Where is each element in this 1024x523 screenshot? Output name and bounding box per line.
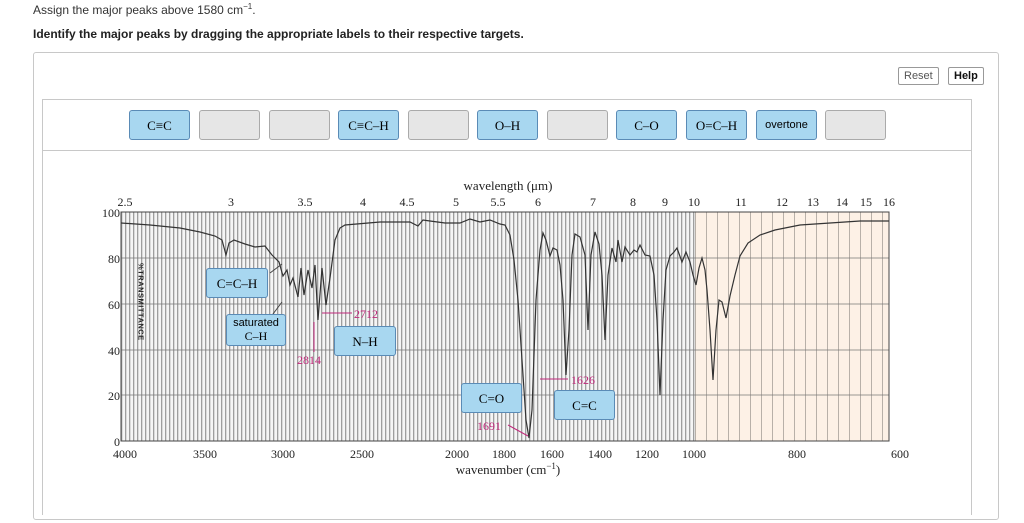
wavelength-tick: 3.5 xyxy=(298,195,313,209)
placed-label-saturated-ch[interactable]: saturated C–H xyxy=(226,314,286,346)
annotation-leaders xyxy=(313,312,568,437)
annotations: 2712 2814 1626 1691 xyxy=(297,307,595,433)
wavenumber-tick: 800 xyxy=(788,447,806,461)
wavelength-tick: 16 xyxy=(883,195,895,209)
label-co[interactable]: C–O xyxy=(616,110,677,140)
chart-area xyxy=(42,151,972,515)
wavelength-tick: 5 xyxy=(453,195,459,209)
wavenumber-tick: 1800 xyxy=(492,447,516,461)
empty-slot[interactable] xyxy=(408,110,469,140)
wavelength-ticks: 2.5 3 3.5 4 4.5 5 5.5 6 7 8 9 10 11 12 1… xyxy=(118,195,896,209)
wavenumber-axis-label: wavenumber (cm−1) xyxy=(456,461,561,477)
reset-button[interactable]: Reset xyxy=(898,67,939,85)
label-aldehyde[interactable]: O=C–H xyxy=(686,110,747,140)
wavenumber-ticks: 4000 3500 3000 2500 2000 1800 1600 1400 … xyxy=(113,447,909,461)
y-tick: 60 xyxy=(108,298,120,312)
empty-slot[interactable] xyxy=(199,110,260,140)
help-button[interactable]: Help xyxy=(948,67,984,85)
wavenumber-tick: 1600 xyxy=(540,447,564,461)
spectrum-line xyxy=(120,218,889,439)
annotation-2814: 2814 xyxy=(297,353,321,367)
question-line1: Assign the major peaks above 1580 cm−1. xyxy=(33,2,256,17)
annotation-1691: 1691 xyxy=(477,419,501,433)
label-triple-bond[interactable]: C≡C xyxy=(129,110,190,140)
wavelength-tick: 11 xyxy=(735,195,747,209)
y-tick: 80 xyxy=(108,252,120,266)
question-instructions: Identify the major peaks by dragging the… xyxy=(33,27,524,41)
label-text: saturated xyxy=(233,317,279,329)
label-overtone[interactable]: overtone xyxy=(756,110,817,140)
wavenumber-tick: 1200 xyxy=(635,447,659,461)
y-tick: 0 xyxy=(114,435,120,449)
y-axis-ticks: 100 80 60 40 20 0 xyxy=(102,206,120,449)
wavenumber-tick: 2000 xyxy=(445,447,469,461)
wavenumber-tick: 600 xyxy=(891,447,909,461)
wavelength-tick: 6 xyxy=(535,195,541,209)
wavelength-axis-label: wavelength (μm) xyxy=(464,178,553,193)
wavelength-tick: 3 xyxy=(228,195,234,209)
wavenumber-tick: 2500 xyxy=(350,447,374,461)
wavenumber-tick: 3000 xyxy=(271,447,295,461)
annotation-1626: 1626 xyxy=(571,373,595,387)
y-tick: 20 xyxy=(108,389,120,403)
wavenumber-tick: 3500 xyxy=(193,447,217,461)
wavenumber-tick: 1400 xyxy=(588,447,612,461)
placed-label-nh[interactable]: N–H xyxy=(334,326,396,356)
wavelength-tick: 9 xyxy=(662,195,668,209)
wavelength-tick: 10 xyxy=(688,195,700,209)
wavelength-tick: 14 xyxy=(836,195,848,209)
question-panel xyxy=(33,52,999,520)
placed-label-alkene[interactable]: C=C xyxy=(554,390,615,420)
label-oh[interactable]: O–H xyxy=(477,110,538,140)
wavelength-tick: 4.5 xyxy=(400,195,415,209)
annotation-2712: 2712 xyxy=(354,307,378,321)
wavelength-tick: 4 xyxy=(360,195,366,209)
wavelength-tick: 12 xyxy=(776,195,788,209)
wavelength-tick: 15 xyxy=(860,195,872,209)
wavelength-tick: 13 xyxy=(807,195,819,209)
y-axis-label: %TRANSMITTANCE xyxy=(137,263,146,341)
wavelength-tick: 8 xyxy=(630,195,636,209)
empty-slot[interactable] xyxy=(547,110,608,140)
wavenumber-tick: 1000 xyxy=(682,447,706,461)
label-text: C–H xyxy=(244,329,268,343)
wavelength-tick: 5.5 xyxy=(491,195,506,209)
label-alkyne-ch[interactable]: C≡C–H xyxy=(338,110,399,140)
y-tick: 100 xyxy=(102,206,120,220)
empty-slot[interactable] xyxy=(269,110,330,140)
spectrum-grid-right xyxy=(695,212,889,441)
wavelength-tick: 7 xyxy=(590,195,596,209)
placed-label-carbonyl[interactable]: C=O xyxy=(461,383,522,413)
wavelength-tick: 2.5 xyxy=(118,195,133,209)
empty-slot[interactable] xyxy=(825,110,886,140)
wavenumber-tick: 4000 xyxy=(113,447,137,461)
placed-label-vinyl-ch[interactable]: C=C–H xyxy=(206,268,268,298)
y-tick: 40 xyxy=(108,344,120,358)
plot-frame xyxy=(120,211,890,442)
